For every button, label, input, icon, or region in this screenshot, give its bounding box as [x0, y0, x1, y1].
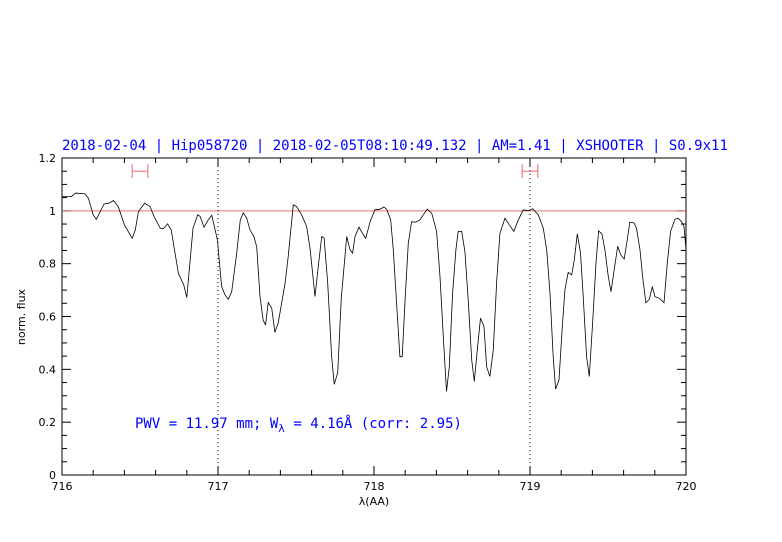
spectrum-line — [62, 192, 687, 392]
chart-title: 2018-02-04 | Hip058720 | 2018-02-05T08:1… — [62, 138, 728, 154]
axes: 716 717 718 719 720 0 0.2 0.4 0.6 0.8 1 1.2 — [39, 152, 697, 493]
x-tick-label: 716 — [52, 480, 73, 493]
x-tick-label: 718 — [364, 480, 385, 493]
y-tick-label: 1 — [49, 205, 56, 218]
y-tick-label: 0.6 — [39, 311, 57, 324]
y-tick-label: 0.8 — [39, 258, 57, 271]
y-tick-label: 0.4 — [39, 363, 57, 376]
y-axis-label: norm. flux — [15, 288, 28, 345]
y-tick-label: 0 — [49, 469, 56, 482]
plot-area — [62, 158, 687, 475]
x-tick-label: 717 — [208, 480, 229, 493]
interval-marker — [521, 164, 539, 179]
x-tick-label: 719 — [520, 480, 541, 493]
pwv-annotation: PWV = 11.97 mm; Wλ = 4.16Å (corr: 2.95) — [135, 415, 462, 435]
x-tick-label: 720 — [676, 480, 697, 493]
y-tick-label: 0.2 — [39, 416, 57, 429]
x-axis-label: λ(AA) — [359, 495, 389, 508]
y-tick-label: 1.2 — [39, 152, 57, 165]
interval-marker — [131, 164, 149, 179]
